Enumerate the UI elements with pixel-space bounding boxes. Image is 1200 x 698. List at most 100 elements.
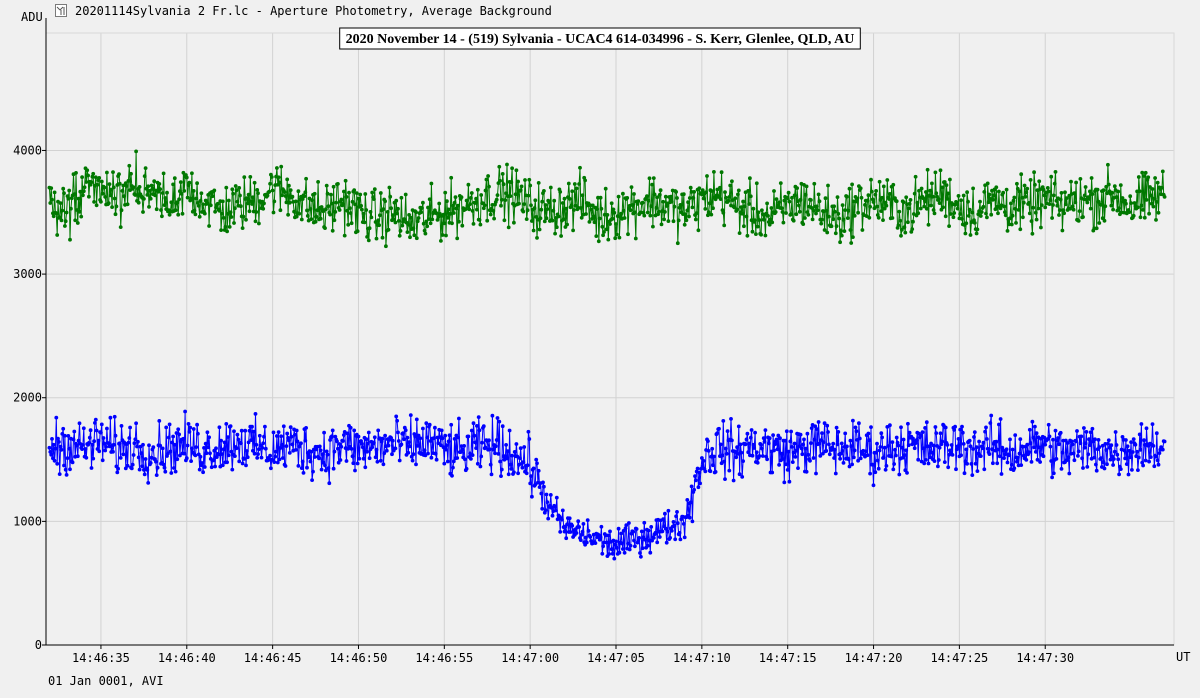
data-point xyxy=(877,179,882,184)
data-point xyxy=(753,218,757,223)
data-point xyxy=(429,455,434,460)
data-point xyxy=(736,188,741,193)
data-point xyxy=(904,448,909,453)
data-point xyxy=(421,426,425,431)
data-point xyxy=(1080,456,1084,461)
data-point xyxy=(153,193,157,198)
data-point xyxy=(809,441,813,445)
data-point xyxy=(59,218,64,223)
data-point xyxy=(719,170,724,175)
data-point xyxy=(827,214,831,219)
data-point xyxy=(998,206,1003,211)
data-point xyxy=(195,422,200,427)
data-point xyxy=(983,183,987,188)
data-point xyxy=(1105,462,1109,467)
data-point xyxy=(90,442,95,447)
series-target xyxy=(47,409,1167,561)
data-point xyxy=(659,222,664,227)
data-point xyxy=(321,209,326,214)
data-point xyxy=(741,199,745,204)
data-point xyxy=(1031,205,1036,210)
data-point xyxy=(927,194,932,198)
data-point xyxy=(681,192,686,197)
data-point xyxy=(235,432,240,437)
data-point xyxy=(551,208,556,213)
data-point xyxy=(727,468,732,473)
data-point xyxy=(997,189,1001,194)
data-point xyxy=(599,206,604,211)
data-point xyxy=(169,200,174,205)
data-point xyxy=(363,192,368,196)
data-point xyxy=(654,206,659,210)
data-point xyxy=(814,471,818,476)
data-point xyxy=(406,450,411,455)
data-point xyxy=(1109,203,1114,208)
data-point xyxy=(524,217,529,222)
data-point xyxy=(294,428,299,433)
data-point xyxy=(414,210,418,215)
data-point xyxy=(251,448,255,453)
data-point xyxy=(188,425,193,430)
data-point xyxy=(883,200,888,205)
data-point xyxy=(604,540,609,545)
data-point xyxy=(308,459,313,464)
data-point xyxy=(717,194,721,198)
data-point xyxy=(281,424,286,429)
chart-axes xyxy=(45,18,1174,646)
data-point xyxy=(54,211,59,216)
data-point xyxy=(756,210,761,215)
data-point xyxy=(930,181,934,186)
data-point xyxy=(857,436,862,441)
data-point xyxy=(994,185,999,190)
data-point xyxy=(1149,201,1154,206)
data-point xyxy=(951,215,956,220)
data-point xyxy=(956,194,961,198)
data-point xyxy=(408,215,413,220)
data-point xyxy=(504,443,508,447)
data-point xyxy=(350,199,355,204)
data-point xyxy=(677,205,682,210)
light-curve-app-icon[interactable] xyxy=(55,4,67,17)
data-point xyxy=(538,216,543,221)
data-point xyxy=(921,196,926,201)
data-point xyxy=(270,188,275,193)
data-point xyxy=(1085,465,1090,469)
data-point xyxy=(500,424,505,429)
data-point xyxy=(593,541,598,545)
data-point xyxy=(141,210,145,214)
data-point xyxy=(47,445,52,450)
data-point xyxy=(619,531,624,536)
data-point xyxy=(882,445,887,450)
data-point xyxy=(960,424,964,429)
data-point xyxy=(540,506,545,511)
data-point xyxy=(158,187,163,192)
data-point xyxy=(247,428,252,433)
data-point xyxy=(995,461,1000,466)
data-point xyxy=(839,441,844,446)
data-point xyxy=(613,542,618,547)
data-point xyxy=(323,463,327,468)
data-point xyxy=(275,460,280,465)
data-point xyxy=(750,229,755,234)
data-point xyxy=(1001,190,1006,195)
data-point xyxy=(772,448,776,453)
data-point xyxy=(748,194,753,199)
data-point xyxy=(742,204,747,209)
data-point xyxy=(748,435,753,440)
data-point xyxy=(60,208,65,213)
data-point xyxy=(1157,451,1162,455)
data-point xyxy=(1033,450,1038,454)
data-point xyxy=(687,214,691,219)
data-point xyxy=(746,189,751,193)
data-point xyxy=(56,436,60,441)
data-point xyxy=(964,221,969,226)
data-point xyxy=(263,424,267,429)
data-point xyxy=(487,438,491,443)
data-point xyxy=(1039,203,1044,208)
data-point xyxy=(803,446,808,451)
data-point xyxy=(364,437,369,442)
data-point xyxy=(58,201,63,206)
data-point xyxy=(116,466,120,471)
data-point xyxy=(522,202,527,207)
